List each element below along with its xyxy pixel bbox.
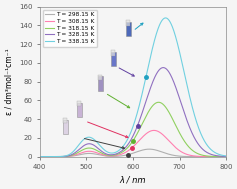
T = 328.15 K [199, 146, 202, 148]
T = 308.15 K [38, 156, 41, 158]
T = 298.15 K [199, 156, 202, 158]
T = 318.15 K [38, 156, 41, 158]
T = 308.15 K [157, 131, 160, 133]
T = 318.15 K [225, 156, 228, 158]
FancyBboxPatch shape [98, 75, 102, 80]
Y-axis label: ε / dm³mol⁻¹cm⁻¹: ε / dm³mol⁻¹cm⁻¹ [4, 48, 13, 115]
X-axis label: λ / nm: λ / nm [120, 176, 146, 185]
T = 318.15 K [146, 112, 149, 114]
FancyBboxPatch shape [64, 118, 68, 123]
T = 328.15 K [225, 155, 228, 158]
T = 308.15 K [151, 129, 154, 132]
FancyBboxPatch shape [126, 20, 130, 26]
T = 328.15 K [180, 103, 183, 105]
T = 298.15 K [38, 156, 41, 158]
T = 338.15 K [151, 45, 154, 48]
Line: T = 328.15 K: T = 328.15 K [40, 68, 226, 157]
T = 298.15 K [148, 148, 150, 150]
T = 338.15 K [180, 59, 183, 61]
FancyBboxPatch shape [111, 50, 115, 56]
T = 338.15 K [146, 67, 149, 69]
T = 308.15 K [152, 129, 155, 132]
T = 298.15 K [50, 156, 53, 158]
T = 328.15 K [146, 94, 149, 96]
T = 298.15 K [225, 156, 228, 158]
T = 318.15 K [157, 101, 160, 103]
FancyBboxPatch shape [77, 101, 82, 106]
Line: T = 298.15 K: T = 298.15 K [40, 149, 226, 157]
T = 308.15 K [225, 156, 228, 158]
FancyBboxPatch shape [126, 22, 131, 36]
T = 328.15 K [162, 67, 164, 69]
T = 298.15 K [157, 150, 160, 152]
T = 338.15 K [38, 156, 41, 158]
T = 338.15 K [50, 156, 53, 158]
T = 318.15 K [199, 153, 202, 156]
FancyBboxPatch shape [98, 77, 103, 91]
Line: T = 318.15 K: T = 318.15 K [40, 102, 226, 157]
T = 338.15 K [157, 26, 160, 29]
T = 328.15 K [38, 156, 41, 158]
T = 338.15 K [225, 155, 228, 157]
T = 298.15 K [152, 148, 155, 151]
T = 338.15 K [199, 132, 202, 134]
FancyBboxPatch shape [111, 52, 116, 66]
T = 328.15 K [157, 70, 160, 72]
T = 298.15 K [180, 155, 183, 157]
T = 298.15 K [146, 148, 149, 150]
T = 308.15 K [50, 156, 53, 158]
T = 318.15 K [50, 156, 53, 158]
T = 328.15 K [151, 81, 154, 83]
T = 308.15 K [180, 151, 183, 153]
T = 318.15 K [157, 101, 160, 103]
Legend: T = 298.15 K, T = 308.15 K, T = 318.15 K, T = 328.15 K, T = 338.15 K: T = 298.15 K, T = 308.15 K, T = 318.15 K… [43, 10, 97, 47]
T = 328.15 K [50, 156, 53, 158]
T = 318.15 K [151, 104, 154, 107]
T = 318.15 K [180, 135, 183, 137]
Line: T = 338.15 K: T = 338.15 K [40, 18, 226, 157]
T = 308.15 K [146, 131, 149, 133]
T = 338.15 K [164, 17, 167, 19]
FancyBboxPatch shape [77, 103, 82, 117]
Line: T = 308.15 K: T = 308.15 K [40, 130, 226, 157]
T = 308.15 K [199, 155, 202, 158]
FancyBboxPatch shape [63, 120, 68, 134]
